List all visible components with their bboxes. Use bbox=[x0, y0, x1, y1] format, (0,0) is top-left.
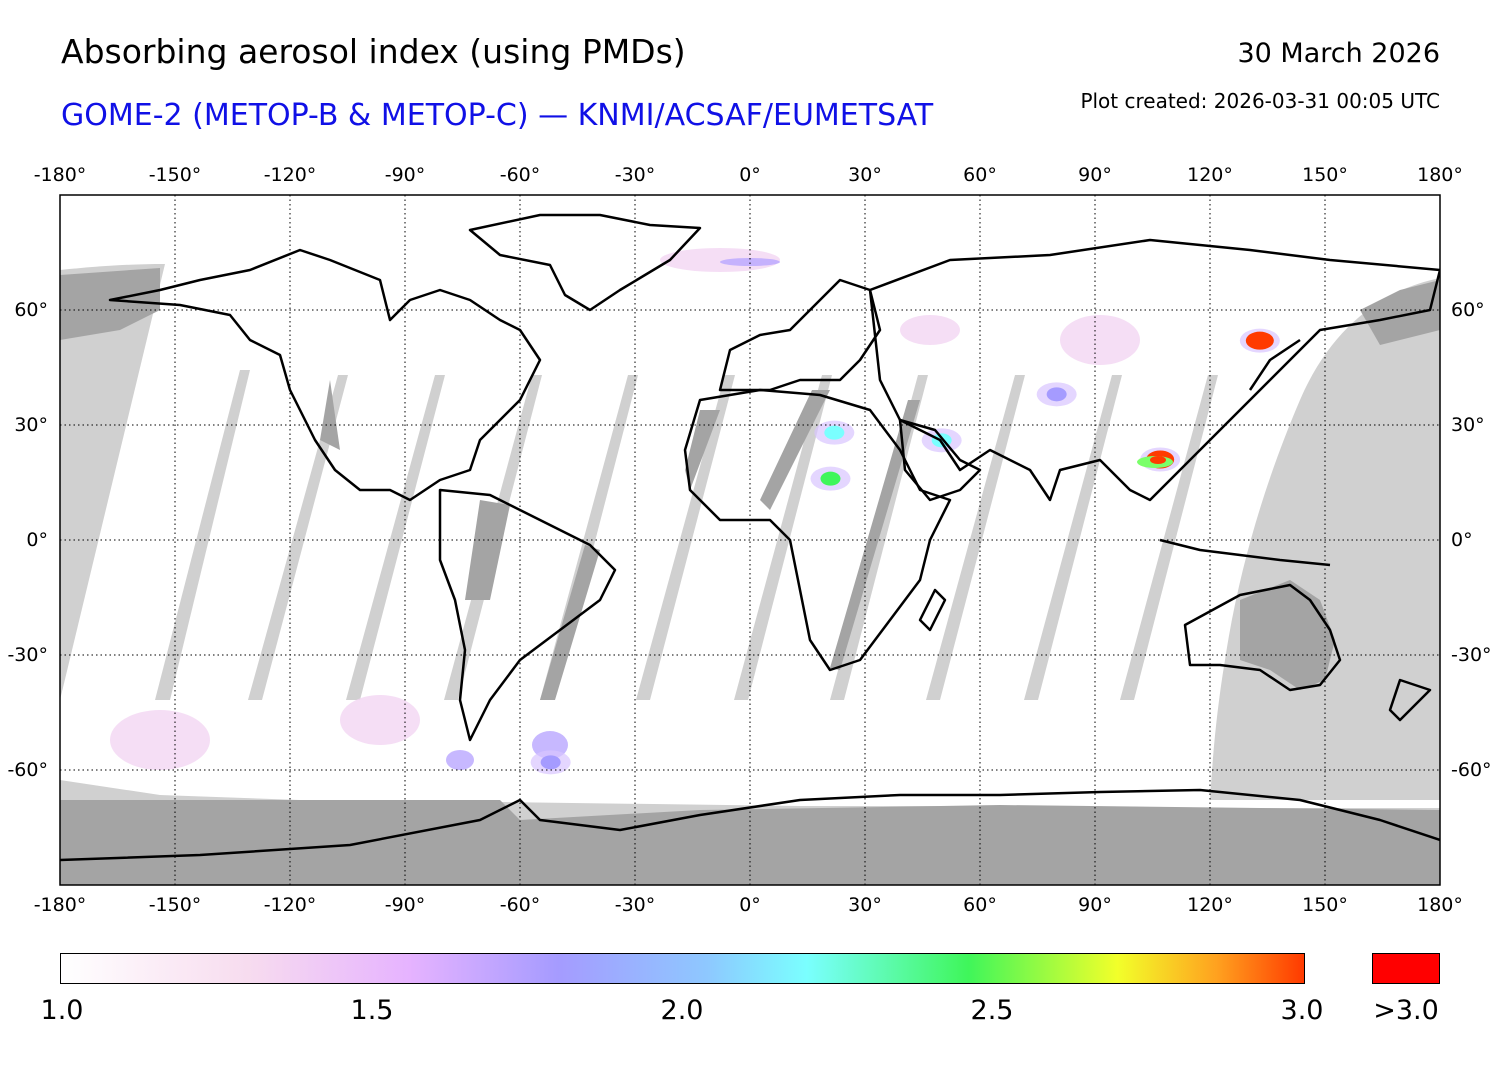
lon-tick-bottom: 120° bbox=[1187, 894, 1233, 916]
orbit-gap bbox=[248, 375, 348, 700]
coast-greenland bbox=[468, 213, 702, 312]
no-data-region-west bbox=[60, 264, 165, 700]
chart-date: 30 March 2026 bbox=[1237, 38, 1440, 69]
colorbar bbox=[60, 953, 1305, 984]
lat-tick-left: -60° bbox=[7, 759, 48, 781]
no-data-land-orbit bbox=[760, 390, 830, 510]
lon-tick-bottom: 180° bbox=[1417, 894, 1463, 916]
no-data-land-orbit bbox=[465, 500, 510, 600]
lon-tick-bottom: -120° bbox=[263, 894, 317, 916]
lon-tick-bottom: -60° bbox=[499, 894, 541, 916]
colorbar-label: 2.5 bbox=[970, 995, 1014, 1026]
lon-tick-top: 180° bbox=[1417, 164, 1463, 186]
lon-tick-bottom: -180° bbox=[33, 894, 87, 916]
lon-tick-top: -90° bbox=[384, 164, 426, 186]
lat-tick-right: 0° bbox=[1451, 529, 1473, 551]
lon-tick-bottom: 90° bbox=[1078, 894, 1112, 916]
colorbar-label: 1.5 bbox=[350, 995, 394, 1026]
coast-south-america bbox=[438, 488, 617, 742]
lat-tick-right: -60° bbox=[1451, 759, 1492, 781]
no-data-region-night-east bbox=[1210, 278, 1440, 800]
lat-tick-right: 60° bbox=[1451, 299, 1485, 321]
coast-australia bbox=[1183, 583, 1342, 692]
lon-tick-bottom: -30° bbox=[614, 894, 656, 916]
chart-subtitle: GOME-2 (METOP-B & METOP-C) — KNMI/ACSAF/… bbox=[61, 98, 934, 133]
plot-created-timestamp: Plot created: 2026-03-31 00:05 UTC bbox=[1080, 89, 1440, 113]
lon-tick-bottom: 30° bbox=[848, 894, 882, 916]
lon-tick-top: -180° bbox=[33, 164, 87, 186]
lon-tick-bottom: -150° bbox=[148, 894, 202, 916]
lat-tick-left: 0° bbox=[26, 529, 48, 551]
coast-asia bbox=[868, 238, 1440, 502]
coast-north-america bbox=[108, 248, 542, 502]
no-data-land-kamchatka bbox=[1360, 280, 1440, 345]
colorbar-label: 3.0 bbox=[1280, 995, 1324, 1026]
aerosol-signal bbox=[110, 248, 1280, 775]
coast-madagascar bbox=[918, 588, 947, 632]
lon-tick-top: 0° bbox=[739, 164, 761, 186]
lon-tick-bottom: -90° bbox=[384, 894, 426, 916]
no-data-land-orbit bbox=[685, 410, 720, 490]
no-data-land-alaska bbox=[60, 268, 160, 340]
lon-tick-top: -150° bbox=[148, 164, 202, 186]
coast-new-zealand bbox=[1388, 678, 1432, 722]
hotspot-marker bbox=[1046, 387, 1067, 402]
colorbar-over-range bbox=[1372, 953, 1440, 984]
no-data-land-orbit bbox=[320, 380, 340, 450]
orbit-gap bbox=[636, 375, 735, 700]
lon-tick-bottom: 0° bbox=[739, 894, 761, 916]
hotspot-marker bbox=[540, 755, 561, 770]
lat-tick-left: -30° bbox=[7, 644, 48, 666]
graticule bbox=[60, 195, 1440, 885]
no-data-land-orbit bbox=[830, 400, 920, 670]
orbit-gap bbox=[155, 370, 250, 700]
lon-tick-top: 150° bbox=[1302, 164, 1348, 186]
coast-arabia bbox=[898, 418, 982, 502]
lon-tick-top: -60° bbox=[499, 164, 541, 186]
lon-tick-bottom: 60° bbox=[963, 894, 997, 916]
orbit-gap bbox=[734, 375, 832, 700]
colorbar-label: 2.0 bbox=[660, 995, 704, 1026]
no-data-land-australia bbox=[1240, 580, 1335, 690]
lat-tick-right: -30° bbox=[1451, 644, 1492, 666]
map-layers bbox=[60, 195, 1440, 885]
coast-japan bbox=[1248, 338, 1301, 391]
colorbar-label: 1.0 bbox=[40, 995, 84, 1026]
chart-title: Absorbing aerosol index (using PMDs) bbox=[61, 32, 686, 71]
hotspot-marker bbox=[824, 425, 845, 440]
lon-tick-top: -120° bbox=[263, 164, 317, 186]
map-frame bbox=[59, 194, 1441, 886]
lon-tick-bottom: 150° bbox=[1302, 894, 1348, 916]
hotspot-marker bbox=[820, 471, 841, 486]
orbit-gap bbox=[1024, 375, 1122, 700]
lon-tick-top: 90° bbox=[1078, 164, 1112, 186]
lon-tick-top: 120° bbox=[1187, 164, 1233, 186]
lat-tick-left: 60° bbox=[14, 299, 48, 321]
coast-africa bbox=[683, 388, 952, 672]
colorbar-over-label: >3.0 bbox=[1373, 995, 1439, 1026]
hotspot-marker bbox=[1245, 331, 1274, 350]
lat-tick-left: 30° bbox=[14, 414, 48, 436]
lat-tick-right: 30° bbox=[1451, 414, 1485, 436]
orbit-gap bbox=[346, 375, 445, 700]
coast-indonesia bbox=[1159, 538, 1331, 567]
lon-tick-top: -30° bbox=[614, 164, 656, 186]
lon-tick-top: 30° bbox=[848, 164, 882, 186]
lon-tick-top: 60° bbox=[963, 164, 997, 186]
